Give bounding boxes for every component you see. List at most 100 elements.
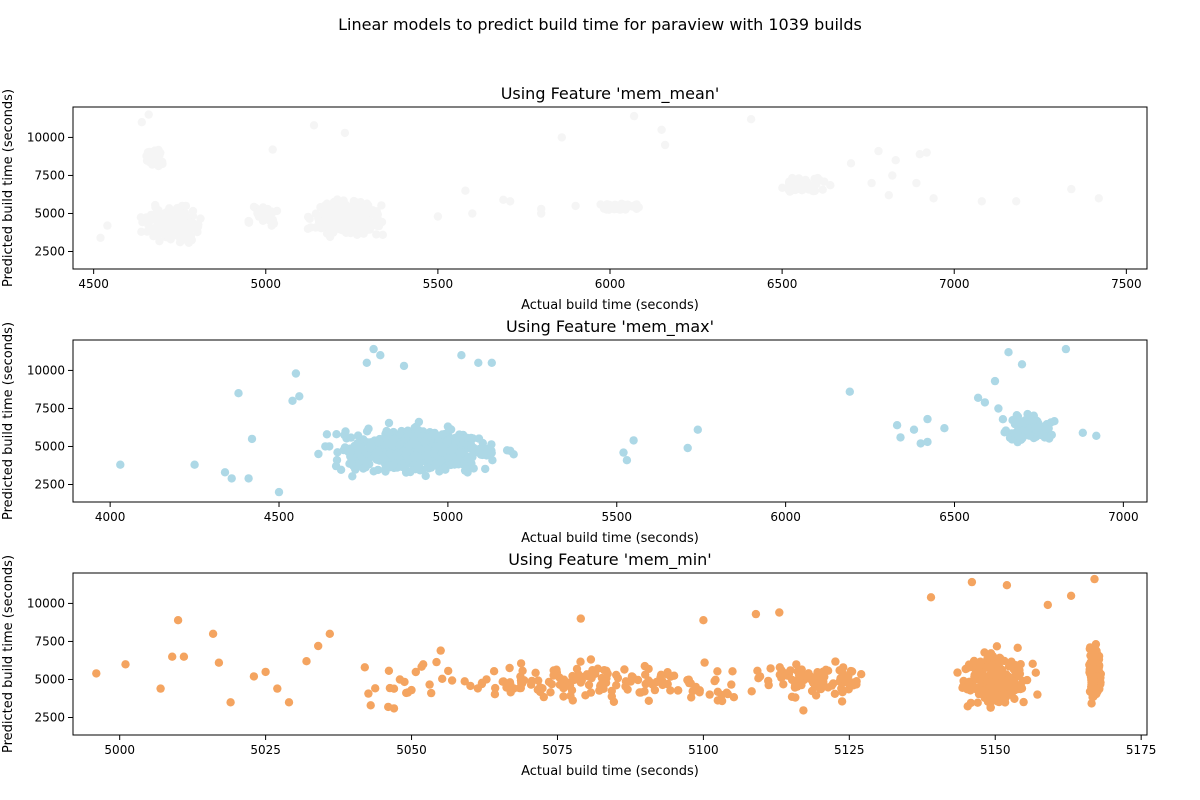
data-point: [623, 685, 632, 694]
data-point: [779, 680, 788, 689]
data-point: [775, 670, 784, 679]
data-point: [557, 133, 566, 142]
data-point: [369, 344, 378, 354]
data-point: [363, 219, 372, 228]
data-point: [764, 680, 773, 690]
data-point: [520, 676, 529, 685]
data-point: [884, 191, 893, 200]
data-point: [319, 203, 328, 212]
data-point: [923, 414, 932, 424]
data-point: [604, 205, 614, 214]
data-point: [144, 110, 153, 119]
data-point: [176, 221, 185, 231]
data-point: [609, 697, 619, 706]
data-point: [537, 209, 546, 218]
data-point: [151, 228, 160, 238]
data-point: [584, 680, 594, 690]
data-point: [466, 681, 475, 691]
data-point: [790, 180, 800, 189]
data-point: [460, 677, 469, 686]
data-point: [612, 670, 621, 680]
subplot-1: 4500 5000 5500 6000 6500 7000 7500 2500 5000 7500…: [1, 84, 1148, 313]
data-point: [1028, 659, 1037, 668]
data-point: [546, 688, 555, 697]
data-point: [1087, 646, 1096, 655]
data-point: [438, 674, 447, 683]
data-point: [466, 433, 476, 443]
data-point: [713, 687, 722, 696]
data-point: [586, 655, 596, 664]
data-point: [766, 664, 775, 673]
data-point: [1011, 418, 1020, 427]
data-point: [384, 666, 394, 675]
data-point: [391, 451, 401, 460]
data-point: [303, 212, 313, 222]
data-point: [593, 664, 602, 673]
data-point: [220, 468, 230, 477]
data-point: [976, 660, 985, 669]
data-point: [421, 471, 430, 481]
data-point: [576, 678, 585, 687]
y-axis-label: Predicted build time (seconds): [1, 89, 16, 287]
data-point: [295, 392, 304, 401]
data-point: [263, 204, 272, 214]
data-point: [549, 666, 558, 675]
data-point: [365, 208, 374, 217]
data-point: [838, 688, 847, 697]
data-point: [846, 159, 856, 168]
data-point: [346, 228, 355, 238]
data-point: [316, 224, 326, 233]
data-point: [619, 448, 628, 457]
scatter-points: [96, 110, 1104, 247]
data-point: [158, 159, 167, 169]
data-point: [244, 474, 253, 483]
data-point: [1004, 348, 1013, 357]
data-point: [624, 202, 633, 211]
data-point: [431, 460, 440, 469]
data-point: [151, 152, 160, 161]
y-tick-label: 5000: [34, 672, 65, 686]
data-point: [467, 444, 476, 453]
data-point: [137, 227, 146, 236]
y-axis-label: Predicted build time (seconds): [1, 555, 16, 753]
data-point: [406, 467, 415, 477]
data-point: [414, 453, 423, 463]
data-point: [802, 672, 812, 682]
data-point: [831, 657, 840, 666]
data-point: [303, 224, 313, 233]
data-point: [555, 680, 565, 689]
data-point: [137, 118, 146, 127]
data-point: [916, 439, 925, 448]
data-point: [474, 358, 483, 367]
data-point: [389, 704, 399, 713]
data-point: [640, 661, 649, 671]
x-tick-label: 5150: [980, 743, 1011, 757]
data-point: [1089, 664, 1099, 673]
data-point: [190, 460, 199, 469]
x-tick-label: 4500: [78, 277, 109, 291]
data-point: [700, 658, 709, 667]
y-tick-label: 7500: [34, 401, 65, 415]
data-point: [568, 671, 577, 681]
data-point: [973, 393, 983, 402]
y-tick-label: 7500: [34, 168, 65, 182]
data-point: [171, 217, 180, 226]
data-point: [683, 443, 692, 453]
data-point: [401, 449, 411, 459]
data-point: [336, 465, 346, 474]
data-point: [963, 685, 972, 694]
data-point: [912, 178, 921, 188]
data-point: [699, 616, 708, 625]
data-point: [990, 376, 1000, 386]
data-point: [988, 652, 998, 661]
data-point: [321, 442, 330, 451]
scatter-points: [116, 344, 1101, 497]
data-point: [986, 678, 995, 687]
data-point: [372, 230, 381, 239]
data-point: [857, 670, 866, 679]
data-point: [576, 657, 585, 666]
data-point: [544, 677, 554, 687]
y-tick-label: 5000: [34, 206, 65, 220]
data-point: [576, 614, 585, 623]
x-tick-label: 6500: [939, 510, 970, 524]
